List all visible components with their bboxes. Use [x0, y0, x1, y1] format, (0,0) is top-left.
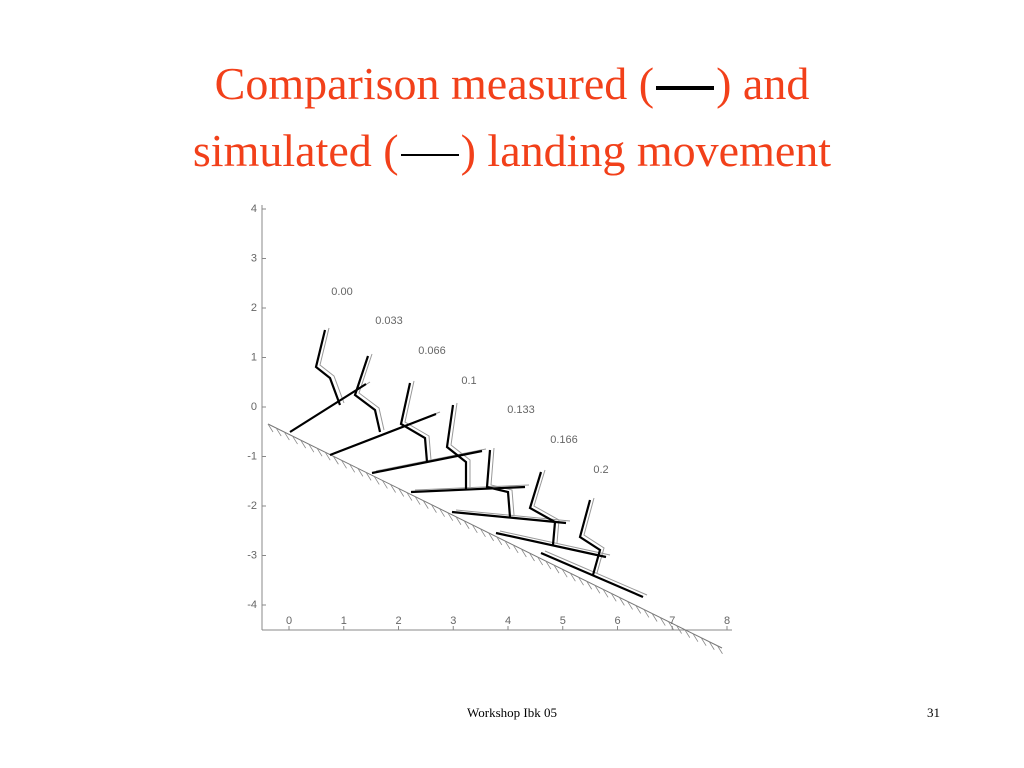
hatch-line — [333, 456, 339, 465]
page-number: 31 — [927, 705, 940, 720]
time-label: 0.1 — [461, 375, 476, 387]
hatch-line — [488, 532, 494, 542]
y-tick-label: 2 — [251, 302, 257, 314]
slope — [267, 423, 723, 649]
hatch-line — [700, 637, 707, 646]
title-text: ) and — [716, 58, 810, 109]
hatch-line — [643, 609, 650, 618]
hatch-line — [390, 484, 396, 493]
x-tick-label: 5 — [560, 615, 566, 627]
hatch-line — [627, 601, 633, 610]
hatch-line — [651, 613, 658, 622]
hatch-line — [504, 540, 511, 550]
y-tick-label: 4 — [251, 203, 257, 215]
title-text: Comparison measured ( — [214, 58, 655, 109]
time-label: 0.033 — [375, 315, 403, 327]
y-tick-label: 0 — [251, 401, 257, 413]
hatch-line — [496, 536, 503, 546]
y-tick-label: -3 — [247, 549, 257, 561]
hatch-line — [578, 577, 584, 586]
hatch-line — [570, 572, 576, 582]
hatch-line — [316, 447, 323, 457]
y-tick-label: 3 — [251, 252, 257, 264]
hatch-line — [619, 597, 625, 606]
hatch-line — [717, 645, 723, 654]
slide-title: Comparison measured ( ) and simulated ( ) … — [0, 50, 1024, 184]
hatch-line — [292, 435, 298, 445]
hatch-line — [692, 633, 699, 642]
hatch-line — [676, 625, 682, 634]
hatch-line — [382, 480, 388, 489]
time-label: 0.133 — [507, 404, 535, 416]
hatch-line — [553, 564, 560, 574]
x-tick-label: 3 — [450, 615, 456, 627]
measured-figures — [289, 329, 644, 599]
hatch-line — [512, 544, 519, 554]
hatch-line — [398, 488, 405, 497]
y-tick-label: -4 — [247, 599, 257, 611]
hatch-line — [659, 617, 666, 626]
hatch-line — [308, 443, 315, 453]
hatch-line — [537, 556, 544, 566]
hatch-line — [275, 427, 282, 437]
time-label: 0.066 — [418, 345, 446, 357]
x-tick-label: 6 — [614, 615, 620, 627]
hatch-line — [300, 439, 307, 449]
hatch-line — [447, 512, 454, 521]
hatch-line — [414, 496, 421, 505]
hatch-line — [561, 568, 568, 578]
hatch-line — [471, 524, 478, 534]
x-tick-label: 1 — [341, 615, 347, 627]
hatch-line — [520, 548, 527, 558]
hatch-line — [357, 468, 364, 477]
hatch-line — [545, 560, 552, 570]
x-tick-label: 2 — [395, 615, 401, 627]
hatch-line — [480, 528, 486, 538]
hatch-line — [684, 629, 691, 638]
hatch-line — [586, 581, 593, 590]
hatch-line — [455, 516, 462, 525]
measured-symbol — [656, 86, 715, 91]
title-text: simulated ( — [192, 125, 399, 176]
y-tick-label: 1 — [251, 351, 257, 363]
x-tick-label: 0 — [286, 615, 292, 627]
hatch-line — [349, 464, 356, 473]
hatch-line — [602, 589, 609, 598]
hatch-line — [635, 605, 642, 614]
y-tick-label: -1 — [247, 450, 257, 462]
footer-text: Workshop Ibk 05 — [467, 705, 557, 720]
hatch-line — [267, 423, 274, 433]
time-label: 0.00 — [331, 286, 352, 298]
hatch-line — [431, 504, 437, 513]
hatch-line — [529, 552, 535, 562]
x-tick-label: 4 — [505, 615, 511, 627]
hatch-line — [439, 508, 445, 517]
x-tick-label: 8 — [724, 615, 730, 627]
time-label: 0.166 — [550, 434, 578, 446]
y-tick-label: -2 — [247, 500, 257, 512]
hatch-line — [422, 500, 429, 509]
time-label: 0.2 — [593, 464, 608, 476]
hatch-line — [284, 431, 290, 441]
hatch-line — [324, 452, 331, 461]
hatch-line — [594, 585, 601, 594]
hatch-line — [365, 472, 372, 481]
title-text: ) landing movement — [460, 125, 832, 176]
x-tick-label: 7 — [669, 615, 675, 627]
hatch-line — [373, 476, 380, 485]
hatch-line — [708, 641, 715, 650]
hatch-line — [341, 460, 347, 469]
simulated-symbol — [400, 154, 459, 157]
hatch-line — [610, 593, 617, 602]
hatch-line — [406, 492, 413, 501]
hatch-line — [463, 520, 470, 529]
slope-hatch — [267, 423, 723, 654]
